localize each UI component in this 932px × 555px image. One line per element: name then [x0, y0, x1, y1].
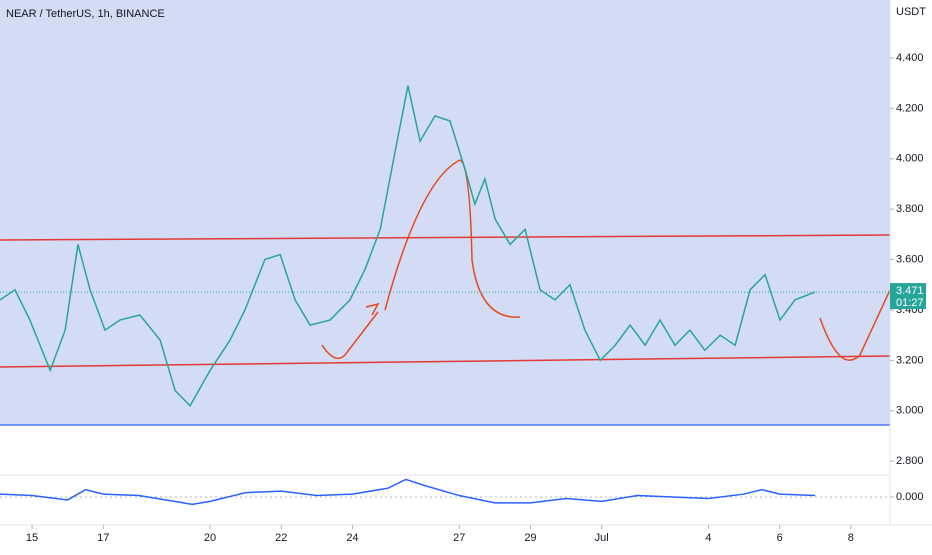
y-tick-label: 3.600 [896, 253, 924, 265]
price-line [0, 478, 816, 506]
x-tick-label: 17 [97, 532, 109, 544]
price-line [0, 85, 816, 407]
y-tick-label: 3.000 [896, 405, 924, 417]
channel-bottom [0, 355, 891, 368]
y-tick-label: 3.800 [896, 203, 924, 215]
drawing [321, 311, 379, 360]
last-price-badge [890, 283, 926, 310]
countdown-label: 01:27 [896, 297, 924, 309]
y-tick-label: 4.000 [896, 153, 924, 165]
y-tick-label: 4.200 [896, 102, 924, 114]
x-tick-label: 8 [848, 532, 854, 544]
y-tick-label: 3.200 [896, 354, 924, 366]
x-tick-label: 29 [524, 532, 536, 544]
range-highlight [0, 0, 890, 425]
x-tick-label: 27 [453, 532, 465, 544]
x-tick-label: 24 [346, 532, 358, 544]
unit-label: USDT [896, 6, 926, 18]
x-tick-label: 22 [275, 532, 287, 544]
arrow-head [365, 302, 380, 316]
x-tick-label: 15 [26, 532, 38, 544]
x-tick-label: 6 [777, 532, 783, 544]
y-tick-label: 4.400 [896, 52, 924, 64]
y-tick-label: 2.800 [896, 455, 924, 467]
x-tick-label: 20 [204, 532, 216, 544]
symbol-title: NEAR / TetherUS, 1h, BINANCE [6, 8, 165, 20]
last-price-label: 3.471 [896, 285, 924, 297]
x-tick-label: Jul [595, 532, 609, 544]
x-tick-label: 4 [705, 532, 711, 544]
y-tick-label: 0.000 [896, 491, 924, 503]
channel-top [0, 234, 891, 241]
projection [819, 289, 891, 361]
